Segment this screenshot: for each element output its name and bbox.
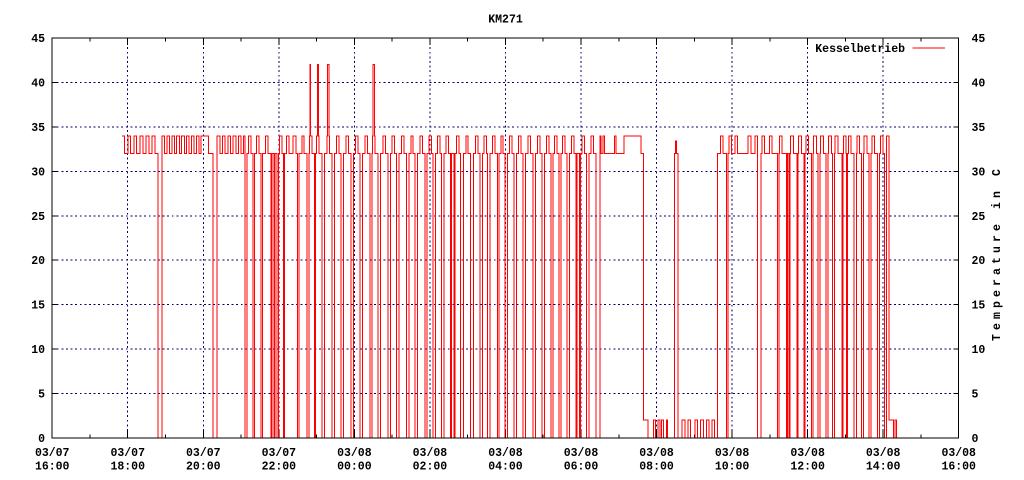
svg-text:03/08: 03/08 bbox=[337, 447, 372, 460]
svg-text:03/07: 03/07 bbox=[110, 447, 145, 460]
svg-text:5: 5 bbox=[38, 389, 45, 402]
svg-text:16:00: 16:00 bbox=[35, 460, 70, 473]
svg-text:04:00: 04:00 bbox=[488, 460, 523, 473]
svg-text:00:00: 00:00 bbox=[337, 460, 372, 473]
svg-text:5: 5 bbox=[972, 389, 979, 402]
svg-text:45: 45 bbox=[31, 33, 45, 46]
svg-text:15: 15 bbox=[972, 300, 986, 313]
svg-text:30: 30 bbox=[972, 166, 986, 179]
svg-text:03/08: 03/08 bbox=[564, 447, 599, 460]
svg-text:03/08: 03/08 bbox=[790, 447, 825, 460]
svg-text:06:00: 06:00 bbox=[564, 460, 599, 473]
svg-text:Temperature in C: Temperature in C bbox=[991, 165, 1004, 341]
svg-text:20: 20 bbox=[972, 255, 986, 268]
svg-text:30: 30 bbox=[31, 166, 45, 179]
svg-text:16:00: 16:00 bbox=[941, 460, 976, 473]
svg-text:03/08: 03/08 bbox=[639, 447, 674, 460]
svg-text:03/07: 03/07 bbox=[262, 447, 297, 460]
svg-text:10:00: 10:00 bbox=[715, 460, 750, 473]
svg-text:45: 45 bbox=[972, 33, 986, 46]
svg-text:40: 40 bbox=[31, 77, 45, 90]
svg-text:15: 15 bbox=[31, 300, 45, 313]
svg-text:20:00: 20:00 bbox=[186, 460, 221, 473]
svg-text:0: 0 bbox=[972, 433, 979, 446]
svg-text:12:00: 12:00 bbox=[790, 460, 825, 473]
svg-text:03/08: 03/08 bbox=[413, 447, 448, 460]
svg-text:35: 35 bbox=[31, 122, 45, 135]
svg-text:03/08: 03/08 bbox=[715, 447, 750, 460]
svg-text:14:00: 14:00 bbox=[866, 460, 901, 473]
svg-text:18:00: 18:00 bbox=[110, 460, 145, 473]
svg-text:10: 10 bbox=[31, 344, 45, 357]
svg-text:20: 20 bbox=[31, 255, 45, 268]
svg-text:0: 0 bbox=[38, 433, 45, 446]
svg-text:08:00: 08:00 bbox=[639, 460, 674, 473]
svg-text:KM271: KM271 bbox=[488, 14, 523, 27]
svg-text:10: 10 bbox=[972, 344, 986, 357]
svg-text:22:00: 22:00 bbox=[262, 460, 297, 473]
svg-text:02:00: 02:00 bbox=[413, 460, 448, 473]
svg-text:25: 25 bbox=[31, 211, 45, 224]
svg-text:03/08: 03/08 bbox=[488, 447, 523, 460]
svg-text:25: 25 bbox=[972, 211, 986, 224]
svg-text:03/07: 03/07 bbox=[186, 447, 221, 460]
svg-text:03/08: 03/08 bbox=[941, 447, 976, 460]
svg-text:40: 40 bbox=[972, 77, 986, 90]
svg-text:03/08: 03/08 bbox=[866, 447, 901, 460]
svg-text:Kesselbetrieb: Kesselbetrieb bbox=[815, 43, 905, 56]
svg-text:03/07: 03/07 bbox=[35, 447, 70, 460]
svg-text:35: 35 bbox=[972, 122, 986, 135]
